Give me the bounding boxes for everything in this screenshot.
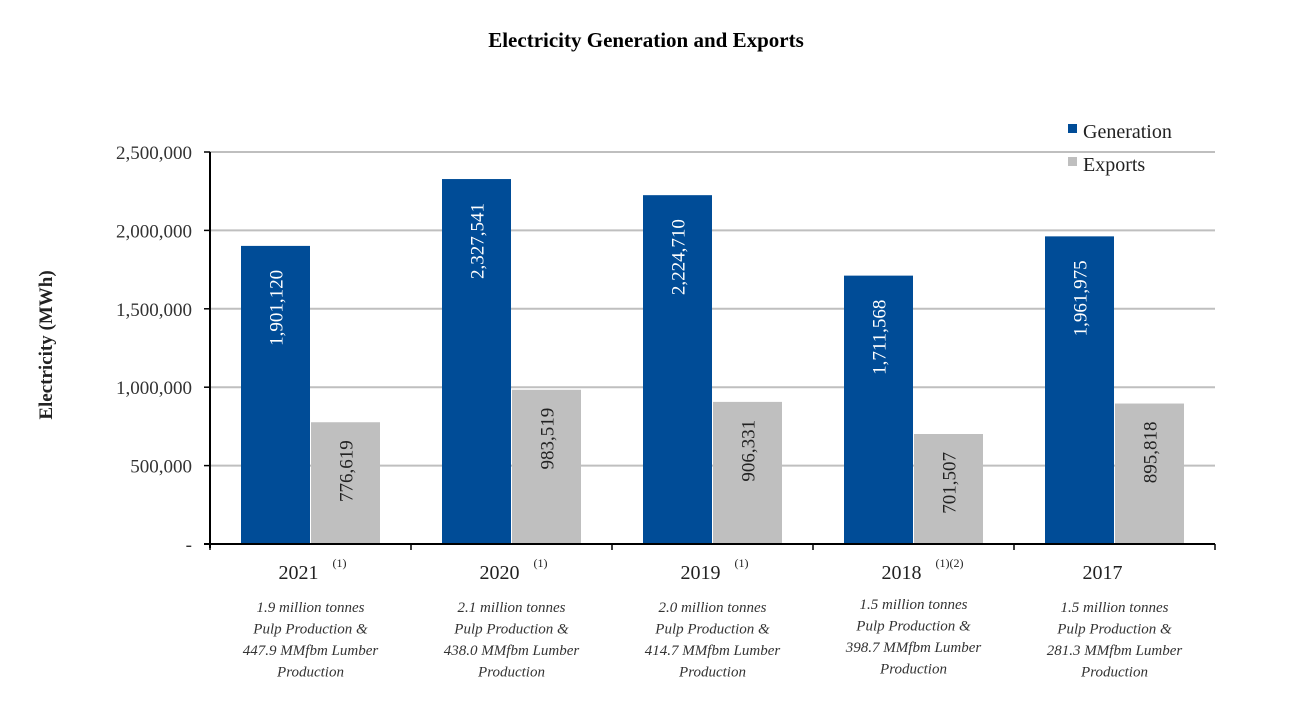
exports-data-label: 895,818 — [1141, 422, 1162, 484]
category-note-line: 414.7 MMfbm Lumber — [645, 643, 781, 659]
generation-bar — [643, 195, 712, 544]
legend-label-generation: Generation — [1083, 121, 1172, 143]
y-tick-labels: - 500,000 1,000,000 1,500,000 2,000,000 2,500… — [116, 143, 192, 556]
exports-bar — [713, 401, 782, 544]
x-category-label: 2019 — [681, 562, 721, 584]
category-note-line: Production — [879, 662, 947, 678]
legend-swatch-exports — [1068, 157, 1077, 166]
category-footnote-marker: (1) — [333, 556, 347, 570]
category-note-line: 2.0 million tonnes — [659, 600, 767, 616]
y-tick-label: 1,500,000 — [116, 300, 192, 321]
category-note-line: 398.7 MMfbm Lumber — [845, 640, 982, 656]
category-note-line: Production — [477, 665, 545, 681]
y-tick-label: 2,500,000 — [116, 143, 192, 164]
bars: 1,901,120 776,619 2,327,541 983,519 2,224,71… — [241, 179, 1184, 545]
generation-data-label: 2,224,710 — [669, 219, 690, 295]
exports-data-label: 776,619 — [337, 440, 358, 502]
exports-data-label: 983,519 — [538, 408, 559, 470]
exports-bar — [512, 389, 581, 544]
category-note-line: Pulp Production & — [654, 622, 770, 638]
axes — [204, 151, 1216, 550]
exports-bar — [311, 422, 380, 544]
category-note-line: 2.1 million tonnes — [458, 600, 566, 616]
chart-title: Electricity Generation and Exports — [488, 28, 804, 52]
x-category-label: 2021 — [279, 562, 319, 584]
x-category-labels: 2021 (1) 2020 (1) 2019 (1) 2018 (1)(2) 2017 — [279, 556, 1123, 584]
y-tick-label: 2,000,000 — [116, 221, 192, 242]
x-category-label: 2020 — [480, 562, 520, 584]
category-notes: 1.9 million tonnes Pulp Production & 447.9… — [243, 597, 1183, 681]
category-note-line: 1.5 million tonnes — [1061, 600, 1169, 616]
category-footnote-marker: (1)(2) — [936, 556, 964, 570]
category-note-line: Production — [1080, 665, 1148, 681]
category-note-line: Pulp Production & — [1056, 622, 1172, 638]
generation-bar — [844, 275, 913, 544]
y-axis-label: Electricity (MWh) — [36, 270, 57, 419]
category-note-line: 281.3 MMfbm Lumber — [1047, 643, 1183, 659]
category-note-line: 438.0 MMfbm Lumber — [444, 643, 580, 659]
generation-data-label: 1,961,975 — [1071, 260, 1092, 336]
legend-label-exports: Exports — [1083, 154, 1145, 176]
category-note-line: Pulp Production & — [855, 619, 971, 635]
category-note-line: Pulp Production & — [453, 622, 569, 638]
legend-swatch-generation — [1068, 124, 1077, 133]
exports-data-label: 906,331 — [739, 420, 760, 482]
category-note-line: 1.5 million tonnes — [860, 597, 968, 613]
category-footnote-marker: (1) — [534, 556, 548, 570]
x-category-label: 2017 — [1083, 562, 1123, 584]
generation-bar — [442, 179, 511, 544]
generation-bar — [241, 245, 310, 544]
category-note-line: 1.9 million tonnes — [257, 600, 365, 616]
category-note-line: Production — [678, 665, 746, 681]
legend: Generation Exports — [1068, 121, 1172, 176]
category-note-line: Pulp Production & — [252, 622, 368, 638]
generation-bar — [1045, 236, 1114, 545]
generation-data-label: 1,711,568 — [870, 300, 891, 375]
generation-data-label: 1,901,120 — [267, 270, 288, 346]
y-tick-label: - — [186, 535, 192, 556]
y-tick-label: 1,000,000 — [116, 378, 192, 399]
exports-bar — [1115, 403, 1184, 544]
category-note-line: Production — [276, 665, 344, 681]
category-footnote-marker: (1) — [735, 556, 749, 570]
exports-bar — [914, 434, 983, 544]
category-note-line: 447.9 MMfbm Lumber — [243, 643, 379, 659]
y-tick-label: 500,000 — [130, 457, 192, 478]
x-category-label: 2018 — [882, 562, 922, 584]
generation-data-label: 2,327,541 — [468, 203, 489, 279]
exports-data-label: 701,507 — [940, 452, 961, 514]
